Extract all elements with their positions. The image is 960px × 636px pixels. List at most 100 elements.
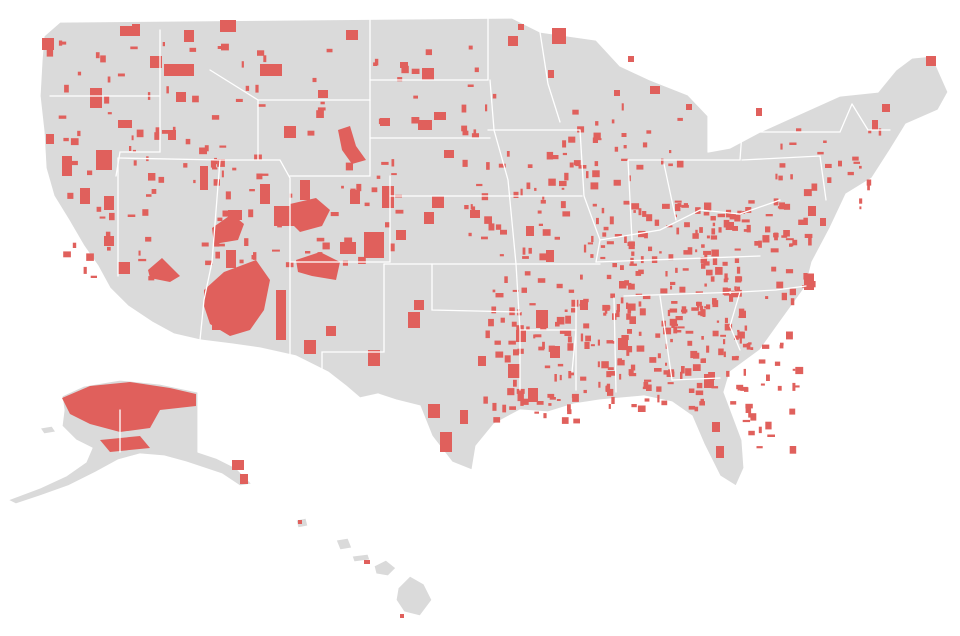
highlighted-county <box>96 150 112 170</box>
highlighted-county <box>745 403 753 409</box>
highlighted-county <box>176 92 186 102</box>
highlighted-county <box>726 209 732 218</box>
highlighted-county <box>495 351 504 358</box>
highlighted-county <box>540 324 547 331</box>
highlighted-county <box>736 384 744 390</box>
highlighted-county <box>164 64 194 76</box>
highlighted-county <box>701 244 705 248</box>
highlighted-county <box>644 398 650 402</box>
state-boundaries <box>49 17 891 453</box>
highlighted-county <box>67 192 74 199</box>
highlighted-county <box>646 130 652 134</box>
highlighted-county <box>660 288 668 294</box>
highlighted-county <box>172 126 176 133</box>
highlighted-county <box>718 348 724 356</box>
highlighted-county <box>679 286 686 293</box>
highlighted-county <box>494 340 501 345</box>
highlighted-county <box>104 95 110 104</box>
highlighted-county <box>488 223 495 231</box>
highlighted-county <box>104 196 114 210</box>
highlighted-county <box>661 400 668 406</box>
highlighted-county <box>513 191 519 198</box>
highlighted-county <box>316 237 325 242</box>
highlighted-county <box>767 434 775 437</box>
highlighted-county <box>559 330 568 334</box>
highlighted-county <box>673 326 678 334</box>
highlighted-county <box>590 254 594 258</box>
highlighted-county <box>305 251 311 254</box>
highlighted-county <box>646 214 653 222</box>
highlighted-county <box>690 350 698 359</box>
highlighted-county <box>614 90 620 96</box>
highlighted-county <box>46 48 54 57</box>
highlighted-county <box>785 238 794 241</box>
highlighted-county <box>371 187 378 193</box>
highlighted-county <box>58 115 67 119</box>
highlighted-county <box>193 179 196 184</box>
highlighted-county <box>758 240 762 248</box>
state-boundary <box>759 103 853 133</box>
highlighted-county <box>185 138 191 145</box>
highlighted-county <box>326 48 333 53</box>
highlighted-county <box>408 312 420 328</box>
highlighted-county <box>781 235 788 238</box>
highlighted-county <box>129 146 132 151</box>
highlighted-county <box>567 409 572 415</box>
highlighted-county <box>780 143 783 150</box>
highlighted-county <box>765 239 770 243</box>
highlighted-county <box>414 300 424 310</box>
highlighted-county <box>656 386 662 392</box>
highlighted-county <box>790 298 795 306</box>
highlighted-county <box>650 86 660 94</box>
highlighted-county <box>422 68 434 80</box>
highlighted-county <box>485 104 488 112</box>
highlighted-county <box>461 104 467 113</box>
highlighted-county <box>567 343 574 351</box>
highlighted-county <box>562 140 567 148</box>
highlighted-county <box>583 389 587 394</box>
highlighted-county <box>158 176 165 183</box>
highlighted-county <box>192 95 199 103</box>
highlighted-county <box>593 132 601 140</box>
highlighted-county <box>635 271 642 276</box>
highlighted-county <box>688 388 695 393</box>
highlighted-county <box>765 296 769 299</box>
highlighted-county <box>218 243 225 247</box>
highlighted-county <box>859 206 862 210</box>
highlighted-county <box>557 363 564 367</box>
highlighted-county <box>704 306 710 309</box>
highlighted-county <box>228 210 242 220</box>
highlighted-county <box>70 138 79 146</box>
highlighted-county <box>745 405 752 413</box>
highlighted-county <box>734 248 741 251</box>
highlighted-county <box>712 258 718 265</box>
highlighted-county <box>428 404 440 418</box>
state-boundary <box>489 79 521 391</box>
highlighted-county <box>521 287 527 293</box>
highlighted-county <box>538 346 545 351</box>
highlighted-county <box>765 214 773 217</box>
highlighted-county <box>779 202 785 210</box>
highlighted-county <box>654 219 660 226</box>
highlighted-county <box>606 274 612 280</box>
highlighted-county <box>737 329 740 332</box>
highlighted-county <box>688 405 696 410</box>
highlighted-county <box>154 132 161 140</box>
state-boundary <box>321 263 385 373</box>
highlighted-county <box>62 156 72 176</box>
highlighted-county <box>617 359 625 366</box>
highlighted-county <box>340 242 356 254</box>
highlighted-county <box>564 172 569 181</box>
highlighted-county <box>765 421 772 430</box>
highlighted-county <box>724 317 728 324</box>
highlighted-county <box>648 246 653 252</box>
highlighted-county <box>739 336 742 344</box>
highlighted-county <box>729 213 737 220</box>
highlighted-county <box>537 278 546 283</box>
highlighted-county <box>382 186 394 208</box>
highlighted-county <box>607 388 614 396</box>
highlighted-county <box>60 41 67 45</box>
highlighted-county <box>520 188 523 196</box>
highlighted-county <box>628 175 631 182</box>
